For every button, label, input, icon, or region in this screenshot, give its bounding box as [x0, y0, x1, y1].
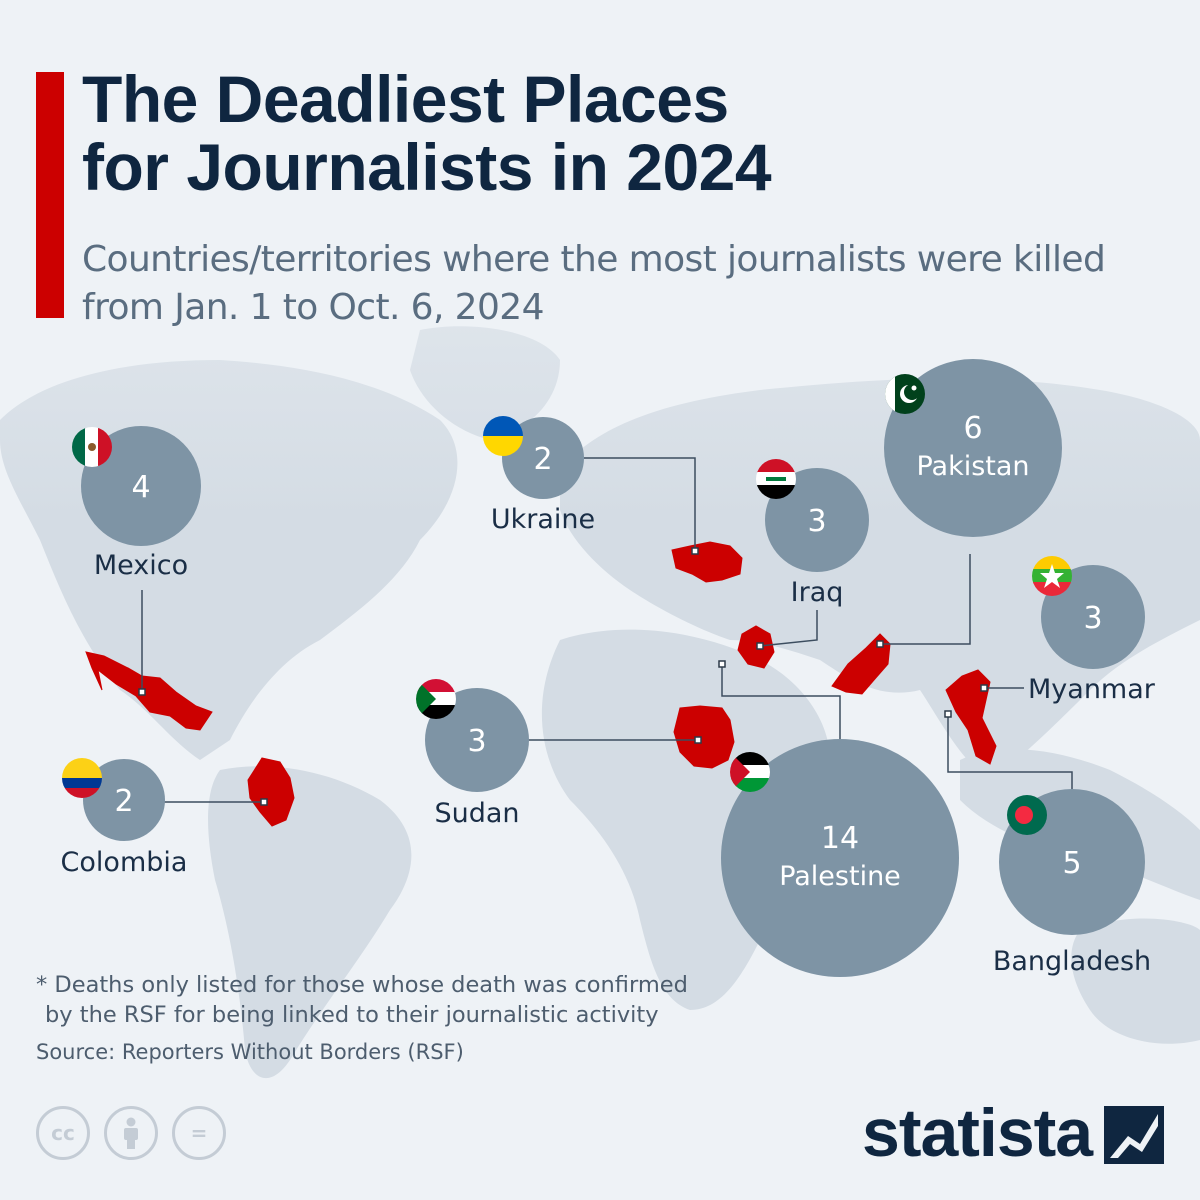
sudan-shape — [673, 705, 735, 769]
iraq-shape — [737, 625, 775, 669]
pakistan-flag — [885, 374, 925, 414]
myanmar-label: Myanmar — [1028, 674, 1156, 705]
iraq-leader-line — [759, 610, 818, 647]
south-america-shape — [208, 766, 412, 1079]
mexico-shape — [85, 651, 213, 731]
title-line-1: The Deadliest Places — [82, 62, 729, 136]
ukraine-marker — [691, 547, 699, 555]
iraq-marker — [756, 642, 764, 650]
mexico-flag — [72, 427, 112, 467]
mexico-marker — [138, 688, 146, 696]
sudan-marker — [694, 736, 702, 744]
license-icons: cc = — [36, 1106, 226, 1160]
sudan-label: Sudan — [434, 798, 519, 829]
page-title: The Deadliest Places for Journalists in … — [82, 66, 1162, 202]
bubble-values: 4 2 2 3 3 6 14 3 5 — [114, 411, 1102, 881]
highlighted-countries — [85, 541, 997, 827]
mexico-bubble — [81, 426, 201, 546]
footnote-line-2: by the RSF for being linked to their jou… — [45, 1002, 659, 1028]
bangladesh-leader-line — [947, 714, 1073, 794]
colombia-marker — [260, 798, 268, 806]
palestine-leader-line — [721, 664, 841, 740]
myanmar-bubble — [1041, 565, 1145, 669]
pakistan-bubble — [884, 359, 1062, 537]
myanmar-shape — [945, 669, 997, 765]
sudan-flag — [416, 679, 456, 719]
bangladesh-marker — [944, 710, 952, 718]
colombia-bubble — [83, 759, 165, 841]
iraq-bubble — [765, 468, 869, 572]
sudan-value: 3 — [467, 724, 486, 759]
value-bubbles — [81, 359, 1145, 977]
person-glyph — [124, 1117, 138, 1149]
footnote: * Deaths only listed for those whose dea… — [36, 970, 688, 1030]
subtitle-line-1: Countries/territories where the most jou… — [82, 239, 1106, 280]
country-labels: Mexico Colombia Ukraine Sudan Iraq Myanm… — [61, 504, 1156, 977]
cc-icon[interactable]: cc — [36, 1106, 90, 1160]
palestine-flag — [730, 752, 770, 792]
statista-wordmark: statista — [862, 1095, 1093, 1171]
myanmar-marker — [980, 684, 988, 692]
colombia-label: Colombia — [61, 847, 188, 878]
iraq-value: 3 — [807, 504, 826, 539]
bangladesh-value: 5 — [1062, 846, 1081, 881]
pakistan-inner-label: Pakistan — [916, 451, 1029, 482]
ukraine-leader-line — [584, 457, 696, 551]
pakistan-marker — [876, 640, 884, 648]
mexico-value: 4 — [131, 470, 150, 505]
statista-logo-icon — [1104, 1106, 1164, 1164]
palestine-value: 14 — [821, 821, 859, 856]
attribution-icon[interactable] — [104, 1106, 158, 1160]
footnote-line-1: * Deaths only listed for those whose dea… — [36, 972, 688, 998]
bangladesh-label: Bangladesh — [993, 946, 1151, 977]
colombia-flag — [62, 758, 102, 798]
australia-shape — [1071, 918, 1200, 1044]
ukraine-label: Ukraine — [491, 504, 595, 535]
inner-bubble-names: Pakistan Palestine — [779, 451, 1029, 892]
pakistan-leader-line — [880, 554, 971, 645]
mexico-label: Mexico — [94, 550, 188, 581]
colombia-value: 2 — [114, 784, 133, 819]
connector-markers — [138, 547, 988, 806]
iraq-flag — [756, 459, 796, 499]
page-subtitle: Countries/territories where the most jou… — [82, 236, 1182, 332]
pakistan-shape — [831, 633, 891, 695]
colombia-shape — [247, 757, 295, 827]
myanmar-value: 3 — [1083, 601, 1102, 636]
ukraine-shape — [671, 541, 743, 583]
ukraine-value: 2 — [533, 442, 552, 477]
palestine-marker — [718, 660, 726, 668]
leader-lines — [141, 457, 1073, 803]
pakistan-value: 6 — [963, 411, 982, 446]
title-accent-bar — [36, 72, 64, 318]
title-line-2: for Journalists in 2024 — [82, 130, 772, 204]
ukraine-flag — [483, 416, 523, 456]
no-derivatives-icon[interactable]: = — [172, 1106, 226, 1160]
sudan-bubble — [425, 688, 529, 792]
palestine-bubble — [721, 739, 959, 977]
myanmar-flag — [1032, 556, 1072, 596]
palestine-inner-label: Palestine — [779, 861, 901, 892]
bangladesh-flag — [1007, 795, 1047, 835]
subtitle-line-2: from Jan. 1 to Oct. 6, 2024 — [82, 287, 544, 328]
iraq-label: Iraq — [791, 577, 844, 608]
source-note: Source: Reporters Without Borders (RSF) — [36, 1040, 464, 1064]
